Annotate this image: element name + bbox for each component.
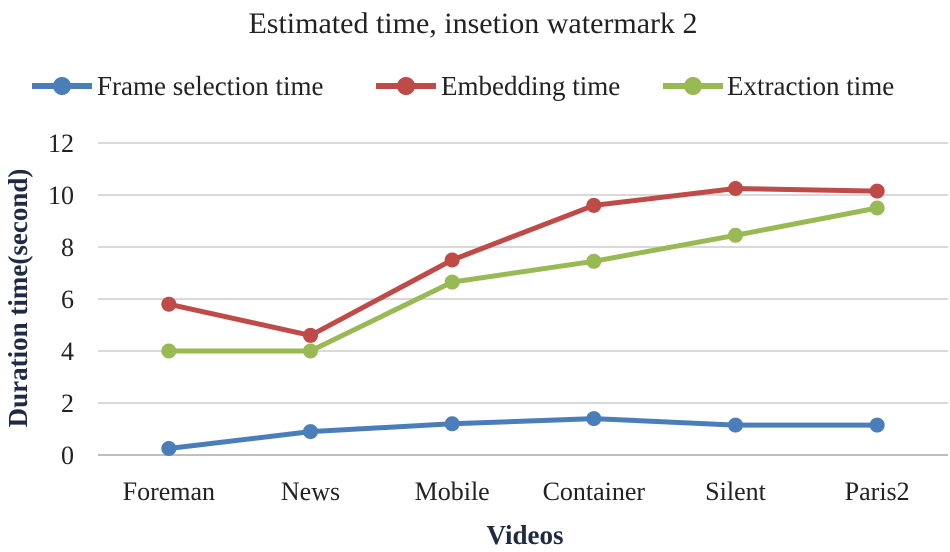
- data-point-extraction-time-paris2: [869, 200, 885, 216]
- series-line-extraction-time: [166, 205, 880, 354]
- data-point-embedding-time-mobile: [444, 252, 460, 268]
- y-tick-label: 6: [61, 285, 74, 314]
- y-axis-label: Duration time(second): [3, 169, 33, 428]
- series-line-frame-selection-time: [166, 416, 880, 451]
- y-tick-label: 0: [61, 441, 74, 470]
- data-point-frame-selection-time-silent: [728, 417, 743, 433]
- y-tick-label: 12: [48, 129, 74, 158]
- data-point-extraction-time-mobile: [444, 274, 460, 290]
- y-tick-label: 8: [61, 233, 74, 262]
- data-point-embedding-time-news: [303, 327, 318, 343]
- data-point-embedding-time-container: [586, 197, 602, 213]
- legend-item-embedding: Embedding time: [376, 71, 620, 101]
- data-point-frame-selection-time-news: [303, 424, 318, 440]
- series-frame-selection-time: [161, 411, 885, 456]
- y-tick-label: 10: [48, 181, 74, 210]
- data-series: [161, 181, 885, 456]
- series-embedding-time: [161, 181, 885, 343]
- chart-title: Estimated time, insetion watermark 2: [248, 7, 697, 40]
- data-point-embedding-time-paris2: [869, 183, 885, 199]
- x-tick-label-news: News: [281, 477, 340, 506]
- data-point-extraction-time-foreman: [161, 343, 177, 359]
- legend-label-extraction: Extraction time: [727, 71, 894, 101]
- data-point-frame-selection-time-foreman: [161, 441, 177, 456]
- legend-marker-frame-selection: [53, 77, 71, 95]
- legend-label-frame-selection: Frame selection time: [97, 71, 323, 101]
- data-point-embedding-time-silent: [728, 181, 743, 196]
- legend-marker-embedding: [397, 77, 415, 95]
- y-tick-label: 2: [61, 389, 74, 418]
- y-axis-ticks: 0 2 4 6 8 10 12: [48, 129, 74, 470]
- data-point-extraction-time-container: [586, 253, 602, 269]
- legend-item-extraction: Extraction time: [663, 71, 894, 101]
- x-axis-ticks: Foreman News Mobile Container Silent Paris2: [123, 477, 910, 506]
- x-tick-label-silent: Silent: [705, 477, 766, 506]
- legend-item-frame-selection: Frame selection time: [32, 71, 323, 101]
- data-point-frame-selection-time-container: [586, 411, 602, 427]
- legend-marker-extraction: [684, 77, 702, 95]
- x-tick-label-paris2: Paris2: [845, 477, 910, 506]
- x-tick-label-foreman: Foreman: [123, 477, 215, 506]
- data-point-embedding-time-foreman: [161, 296, 177, 312]
- data-point-extraction-time-silent: [728, 227, 743, 243]
- data-point-frame-selection-time-paris2: [869, 417, 885, 433]
- legend-label-embedding: Embedding time: [441, 71, 620, 101]
- y-tick-label: 4: [61, 337, 74, 366]
- x-tick-label-mobile: Mobile: [415, 477, 490, 506]
- data-point-frame-selection-time-mobile: [444, 416, 460, 432]
- data-point-extraction-time-news: [303, 343, 318, 359]
- series-extraction-time: [161, 200, 885, 359]
- x-axis-label: Videos: [486, 520, 563, 550]
- series-line-embedding-time: [166, 186, 880, 338]
- x-tick-label-container: Container: [543, 477, 646, 506]
- legend: Frame selection time Embedding time Extr…: [32, 71, 894, 101]
